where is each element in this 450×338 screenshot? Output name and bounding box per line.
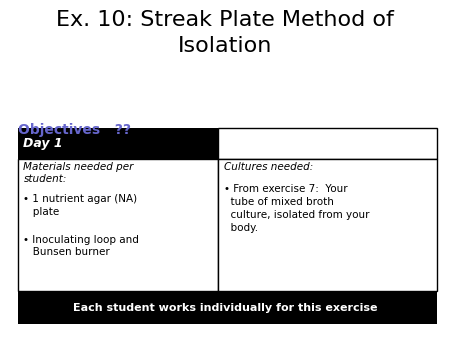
FancyBboxPatch shape	[18, 128, 218, 159]
Text: Objectives   ??: Objectives ??	[18, 123, 131, 137]
FancyBboxPatch shape	[218, 159, 436, 291]
Text: Materials needed per
student:: Materials needed per student:	[23, 162, 134, 184]
Text: • From exercise 7:  Your
  tube of mixed broth
  culture, isolated from your
  b: • From exercise 7: Your tube of mixed br…	[224, 184, 369, 233]
FancyBboxPatch shape	[218, 128, 436, 159]
FancyBboxPatch shape	[18, 159, 218, 291]
FancyBboxPatch shape	[18, 291, 436, 324]
Text: • 1 nutrient agar (NA)
   plate: • 1 nutrient agar (NA) plate	[23, 194, 138, 217]
Text: • Inoculating loop and
   Bunsen burner: • Inoculating loop and Bunsen burner	[23, 235, 140, 257]
Text: Each student works individually for this exercise: Each student works individually for this…	[73, 303, 377, 313]
Text: Cultures needed:: Cultures needed:	[224, 162, 313, 172]
Text: Day 1: Day 1	[23, 137, 63, 150]
Text: Ex. 10: Streak Plate Method of
Isolation: Ex. 10: Streak Plate Method of Isolation	[56, 10, 394, 56]
